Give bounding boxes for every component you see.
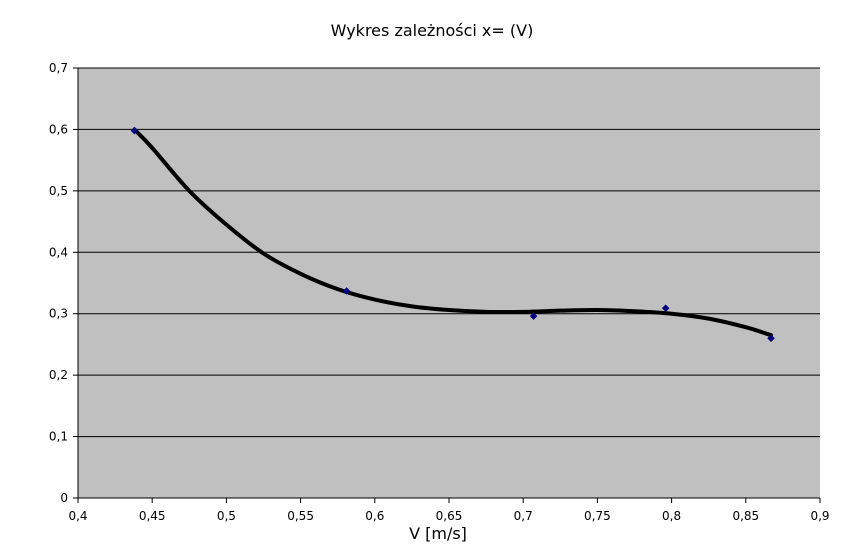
x-tick-label: 0,5 — [217, 509, 236, 523]
x-tick-label: 0,6 — [365, 509, 384, 523]
grid-lines — [78, 67, 820, 438]
trendline-group — [132, 127, 774, 338]
chart-title: Wykres zależności x= (V) — [331, 21, 534, 40]
data-point — [130, 126, 139, 135]
y-tick-label: 0,2 — [49, 368, 68, 382]
y-tick-label: 0,7 — [49, 61, 68, 75]
y-tick-label: 0,3 — [49, 307, 68, 321]
y-tick-label: 0,4 — [49, 245, 68, 259]
x-tick-label: 0,85 — [732, 509, 759, 523]
x-tick-label: 0,4 — [68, 509, 87, 523]
y-tick-label: 0 — [60, 491, 68, 505]
x-tick-label: 0,7 — [514, 509, 533, 523]
data-point — [342, 287, 351, 295]
x-axis-ticks: 0,4 0,45 0,5 0,55 0,6 0,65 0,7 0,75 0,8 0,85 0,9 — [68, 498, 830, 523]
x-tick-label: 0,65 — [436, 509, 463, 523]
data-point — [767, 334, 775, 343]
data-point — [661, 304, 670, 313]
trendline — [132, 127, 774, 338]
x-tick-label: 0,55 — [287, 509, 314, 523]
x-tick-label: 0,45 — [139, 509, 166, 523]
y-axis-ticks: 0 0,1 0,2 0,3 0,4 0,5 0,6 0,7 — [49, 61, 78, 505]
y-tick-label: 0,1 — [49, 430, 68, 444]
x-tick-label: 0,9 — [810, 509, 829, 523]
x-tick-label: 0,8 — [662, 509, 681, 523]
plot-area — [78, 68, 820, 498]
data-points — [130, 126, 775, 343]
y-tick-label: 0,6 — [49, 122, 68, 136]
data-point — [529, 312, 538, 321]
y-tick-label: 0,5 — [49, 184, 68, 198]
x-axis-title: V [m/s] — [409, 524, 467, 543]
x-tick-label: 0,75 — [584, 509, 611, 523]
